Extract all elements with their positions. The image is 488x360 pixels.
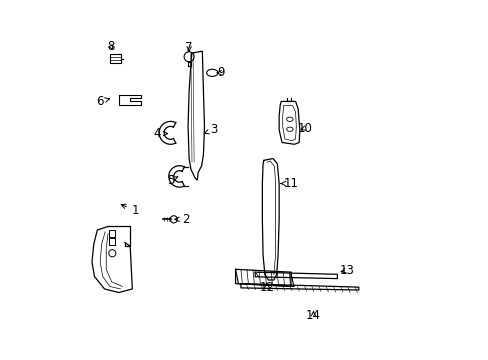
Text: 2: 2 [175, 213, 189, 226]
Text: 8: 8 [107, 40, 114, 53]
Text: 11: 11 [280, 177, 298, 190]
Text: 12: 12 [259, 282, 274, 294]
Text: 14: 14 [305, 309, 320, 322]
Text: 9: 9 [217, 66, 224, 79]
Text: 6: 6 [96, 95, 109, 108]
Text: 13: 13 [339, 264, 354, 276]
Text: 7: 7 [185, 41, 192, 54]
Text: 4: 4 [153, 127, 167, 140]
Text: 3: 3 [204, 123, 217, 136]
Text: 10: 10 [297, 122, 312, 135]
Text: 1: 1 [121, 204, 139, 217]
Text: 5: 5 [167, 174, 178, 186]
